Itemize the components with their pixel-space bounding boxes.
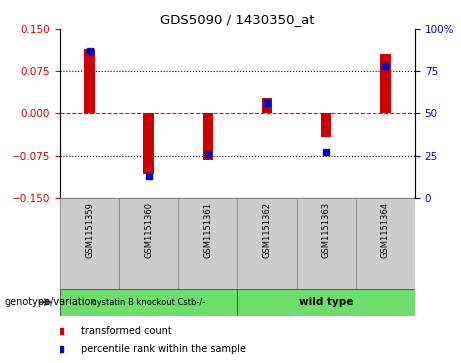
Text: GSM1151363: GSM1151363	[322, 203, 331, 258]
Text: percentile rank within the sample: percentile rank within the sample	[81, 344, 246, 354]
Bar	[321, 113, 331, 137]
Point	[145, 173, 152, 179]
Bar	[237, 289, 415, 316]
Title: GDS5090 / 1430350_at: GDS5090 / 1430350_at	[160, 13, 315, 26]
Bar	[60, 198, 119, 289]
Text: GSM1151361: GSM1151361	[203, 203, 213, 258]
Bar	[60, 289, 237, 316]
Text: wild type: wild type	[299, 297, 353, 307]
Bar	[262, 98, 272, 113]
Bar	[296, 198, 356, 289]
Text: genotype/variation: genotype/variation	[5, 297, 97, 307]
Bar	[380, 54, 390, 113]
Text: GSM1151362: GSM1151362	[262, 203, 272, 258]
Text: GSM1151364: GSM1151364	[381, 203, 390, 258]
Text: cystatin B knockout Cstb-/-: cystatin B knockout Cstb-/-	[92, 298, 205, 307]
Text: GSM1151360: GSM1151360	[144, 203, 153, 258]
Bar	[202, 113, 213, 160]
Point	[382, 63, 389, 69]
Point	[263, 101, 271, 106]
Bar	[143, 113, 154, 174]
Point	[322, 149, 330, 155]
Bar	[178, 198, 237, 289]
Bar	[84, 49, 95, 113]
Point	[204, 151, 212, 157]
Bar	[356, 198, 415, 289]
Point	[86, 48, 93, 54]
Bar	[237, 198, 296, 289]
Text: GSM1151359: GSM1151359	[85, 203, 94, 258]
Text: transformed count: transformed count	[81, 326, 172, 336]
Bar	[119, 198, 178, 289]
